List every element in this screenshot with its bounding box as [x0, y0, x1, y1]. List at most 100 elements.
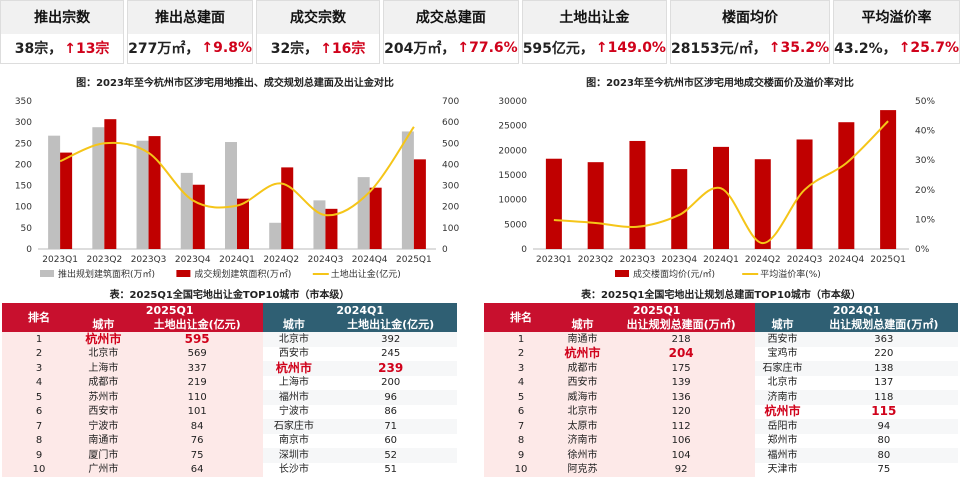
x-tick-label: 2025Q1	[870, 255, 906, 265]
table-row: 6 西安市 101 宁波市 86	[2, 404, 457, 419]
rank-header: 排名	[484, 303, 558, 332]
value-cell: 219	[130, 375, 264, 390]
rank-cell: 5	[2, 390, 76, 405]
table-row: 5 威海市 136 济南市 118	[484, 390, 958, 405]
y2-tick-label: 20%	[915, 186, 935, 196]
y2-tick-label: 400	[442, 160, 459, 170]
table-row: 3 成都市 175 石家庄市 138	[484, 361, 958, 376]
ranking-table: 排名 2025Q1 2024Q1 城市 出让规划总建面(万㎡) 城市 出让规划总…	[484, 303, 958, 477]
value-cell: 245	[324, 346, 457, 361]
col-value: 土地出让金(亿元)	[324, 317, 457, 332]
rank-cell: 9	[484, 448, 558, 463]
y-tick-label: 20000	[498, 146, 527, 156]
bar	[325, 208, 338, 249]
legend-label: 成交楼面均价(元/㎡)	[633, 268, 715, 280]
legend-label: 土地出让金(亿元)	[331, 268, 401, 280]
period-header: 2024Q1	[263, 303, 457, 318]
value-cell: 137	[809, 375, 958, 390]
city-cell: 成都市	[76, 375, 131, 390]
table-row: 9 厦门市 75 深圳市 52	[2, 448, 457, 463]
value-cell: 337	[130, 361, 264, 376]
city-cell: 福州市	[755, 448, 810, 463]
city-cell: 南通市	[558, 332, 607, 347]
city-cell: 北京市	[263, 332, 325, 347]
value-cell: 64	[130, 462, 264, 477]
value-cell: 80	[809, 433, 958, 448]
rank-cell: 4	[2, 375, 76, 390]
city-cell: 济南市	[558, 433, 607, 448]
city-cell: 阿克苏	[558, 462, 607, 477]
rank-cell: 1	[2, 332, 76, 347]
kpi-main: 43.2%，	[834, 41, 897, 58]
city-cell: 北京市	[558, 404, 607, 419]
value-cell: 84	[130, 419, 264, 434]
rank-cell: 6	[2, 404, 76, 419]
value-cell: 94	[809, 419, 958, 434]
city-cell: 福州市	[263, 390, 325, 405]
table-row: 2 北京市 569 西安市 245	[2, 346, 457, 361]
y-tick-label: 5000	[504, 220, 527, 230]
y-tick-label: 100	[15, 203, 32, 213]
value-cell: 115	[809, 404, 958, 419]
y-tick-label: 10000	[498, 196, 527, 206]
chart-price-premium: 图：2023年至今杭州市区涉宅用地成交楼面价及溢价率对比 0 5000 10000 1…	[485, 72, 955, 293]
col-value: 出让规划总建面(万㎡)	[606, 317, 756, 332]
value-cell: 80	[809, 448, 958, 463]
kpi-delta: ↑9.8%	[201, 40, 252, 57]
city-cell: 杭州市	[558, 346, 607, 361]
x-tick-label: 2023Q1	[42, 255, 78, 265]
ranking-table: 排名 2025Q1 2024Q1 城市 土地出让金(亿元) 城市 土地出让金(亿…	[2, 303, 457, 477]
city-cell: 上海市	[76, 361, 131, 376]
y-tick-label: 250	[15, 139, 32, 149]
value-cell: 110	[130, 390, 264, 405]
y-tick-label: 30000	[498, 97, 527, 107]
period-header: 2025Q1	[558, 303, 756, 318]
table-row: 7 太原市 112 岳阳市 94	[484, 419, 958, 434]
table-row: 4 西安市 139 北京市 137	[484, 375, 958, 390]
table-row: 9 徐州市 104 福州市 80	[484, 448, 958, 463]
city-cell: 南京市	[263, 433, 325, 448]
y2-tick-label: 40%	[915, 127, 935, 137]
value-cell: 220	[809, 346, 958, 361]
city-cell: 西安市	[755, 332, 810, 347]
x-tick-label: 2023Q2	[578, 255, 614, 265]
value-cell: 120	[606, 404, 756, 419]
kpi-value: 204万㎡， ↑77.6%	[384, 34, 518, 63]
chart-title: 图：2023年至今杭州市区涉宅用地推出、成交规划总建面及出让金对比	[76, 78, 394, 89]
bar	[413, 159, 426, 249]
x-tick-label: 2024Q4	[352, 255, 388, 265]
bar	[281, 167, 294, 249]
col-city: 城市	[76, 317, 131, 332]
bar	[629, 140, 646, 249]
legend-swatch	[615, 270, 629, 277]
city-cell: 天津市	[755, 462, 810, 477]
value-cell: 200	[324, 375, 457, 390]
kpi-card-launch-count: 推出宗数 38宗， ↑13宗	[0, 0, 125, 64]
rank-cell: 7	[2, 419, 76, 434]
y-tick-label: 350	[15, 97, 32, 107]
value-cell: 239	[324, 361, 457, 376]
chart-price-premium-svg: 0 5000 10000 15000 20000 25000 30000 0% 10% 20% 30…	[498, 97, 935, 280]
x-tick-label: 2023Q2	[86, 255, 122, 265]
bar	[237, 198, 249, 249]
rank-cell: 6	[484, 404, 558, 419]
kpi-title: 土地出让金	[522, 1, 666, 34]
kpi-delta: ↑35.2%	[768, 40, 830, 57]
city-cell: 西安市	[263, 346, 325, 361]
city-cell: 杭州市	[263, 361, 325, 376]
value-cell: 92	[606, 462, 756, 477]
bar	[92, 127, 105, 249]
chart-supply-deal-svg: 0 50 100 150 200 250 300 350 0 100 200 300 400 500 600…	[15, 97, 460, 280]
table-row: 3 上海市 337 杭州市 239	[2, 361, 457, 376]
city-cell: 深圳市	[263, 448, 325, 463]
legend-label: 平均溢价率(%)	[760, 268, 821, 280]
kpi-main: 28153元/㎡，	[670, 41, 767, 58]
line-series	[553, 120, 889, 245]
city-cell: 成都市	[558, 361, 607, 376]
kpi-delta: ↑149.0%	[595, 40, 666, 57]
value-cell: 139	[606, 375, 756, 390]
x-tick-label: 2023Q1	[536, 255, 572, 265]
y2-tick-label: 700	[442, 97, 459, 107]
city-cell: 西安市	[558, 375, 607, 390]
y2-tick-label: 30%	[915, 156, 935, 166]
